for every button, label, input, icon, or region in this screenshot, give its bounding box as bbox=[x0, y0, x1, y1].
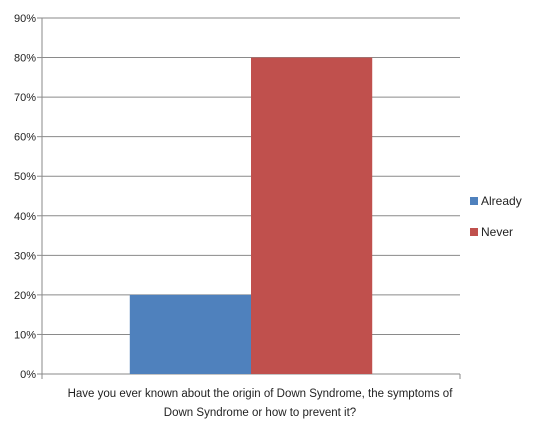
bars bbox=[129, 57, 373, 375]
bar-already bbox=[129, 294, 251, 374]
y-tick-label: 90% bbox=[14, 13, 36, 25]
legend-swatch-never bbox=[470, 228, 478, 236]
bar-never bbox=[251, 57, 373, 375]
y-tick-label: 80% bbox=[14, 53, 36, 65]
x-axis-label-line-1: Have you ever known about the origin of … bbox=[68, 388, 454, 400]
y-tick-label: 20% bbox=[14, 290, 36, 302]
y-tick-label: 10% bbox=[14, 329, 36, 341]
legend-swatch-already bbox=[470, 197, 478, 205]
x-axis-label-line-2: Down Syndrome or how to prevent it? bbox=[164, 407, 356, 419]
y-tick-label: 40% bbox=[14, 211, 36, 223]
y-tick-label: 30% bbox=[14, 250, 36, 262]
y-tick-label: 60% bbox=[14, 132, 36, 144]
y-tick-label: 50% bbox=[14, 171, 36, 183]
legend-label-never: Never bbox=[481, 225, 513, 239]
y-tick-label: 0% bbox=[20, 369, 36, 381]
y-tick-label: 70% bbox=[14, 92, 36, 104]
legend: Already Never bbox=[470, 194, 522, 239]
y-tick-labels: 0% 10% 20% 30% 40% 50% 60% 70% 80% 90% bbox=[14, 13, 36, 381]
legend-label-already: Already bbox=[481, 194, 522, 208]
